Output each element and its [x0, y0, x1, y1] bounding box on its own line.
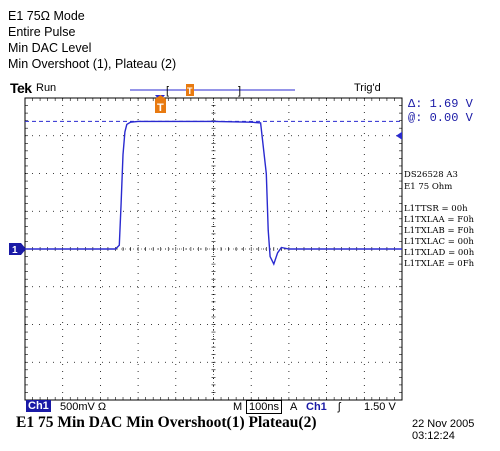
trigger-slope-icon: ʃ: [338, 401, 341, 413]
trigger-level-icon: [396, 131, 402, 140]
plot-caption: E1 75 Min DAC Min Overshoot(1) Plateau(2…: [16, 414, 317, 431]
trigger-marker-icon: T: [155, 95, 166, 114]
timebase-value: 100ns: [246, 400, 282, 414]
record-window-left: [: [166, 85, 169, 97]
ground-marker-arrow: [21, 243, 26, 255]
register-line: L1TXLAD = 00h: [404, 248, 475, 258]
header-line-mode: E1 75Ω Mode: [8, 9, 85, 23]
trigger-source: Ch1: [306, 401, 327, 413]
record-trigger-box: [186, 84, 194, 96]
header-line-overshoot: Min Overshoot (1), Plateau (2): [8, 57, 177, 71]
channel-indicator: Ch1: [26, 400, 51, 412]
header-line-dac: Min DAC Level: [8, 41, 92, 55]
at-symbol: @:: [408, 111, 423, 125]
register-line: L1TXLAB = F0h: [404, 226, 475, 236]
register-line: L1TTSR = 00h: [404, 204, 468, 214]
vertical-scale: 500mV Ω: [60, 401, 107, 413]
ground-marker-icon: 1: [9, 243, 26, 256]
register-line: L1TXLAA = F0h: [404, 215, 475, 225]
device-part: DS26528 A3: [404, 170, 458, 180]
ground-marker-box: [9, 243, 21, 255]
brand-logo: Tek: [10, 80, 32, 96]
run-status: Run: [36, 82, 57, 94]
date-stamp: 22 Nov 2005: [412, 418, 475, 430]
register-line: L1TXLAC = 00h: [404, 237, 474, 247]
at-value: 0.00 V: [429, 111, 473, 125]
waveform-trace: [25, 120, 402, 266]
trigger-marker-top-icon: T: [186, 84, 194, 96]
time-stamp: 03:12:24: [412, 430, 455, 442]
device-mode: E1 75 Ohm: [404, 182, 453, 192]
delta-readout: Δ: 1.69 V: [408, 97, 473, 111]
delta-value: 1.69 V: [429, 97, 473, 111]
trigger-marker-box: [155, 99, 166, 113]
trigger-marker-label: T: [157, 102, 164, 114]
trigger-level-value: 1.50 V: [364, 401, 396, 413]
header-line-pulse: Entire Pulse: [8, 25, 76, 39]
record-window-right: ]: [238, 85, 241, 97]
delta-symbol: Δ:: [408, 97, 423, 111]
record-trigger-label: T: [187, 86, 193, 96]
at-readout: @: 0.00 V: [408, 111, 473, 125]
ground-marker-label: 1: [12, 245, 18, 256]
timebase-label: M: [233, 401, 243, 413]
trigger-mode: A: [290, 401, 298, 413]
register-line: L1TXLAE = 0Fh: [404, 259, 475, 269]
trigger-marker-tip: [155, 95, 166, 99]
trigger-status: Trig'd: [354, 82, 381, 94]
